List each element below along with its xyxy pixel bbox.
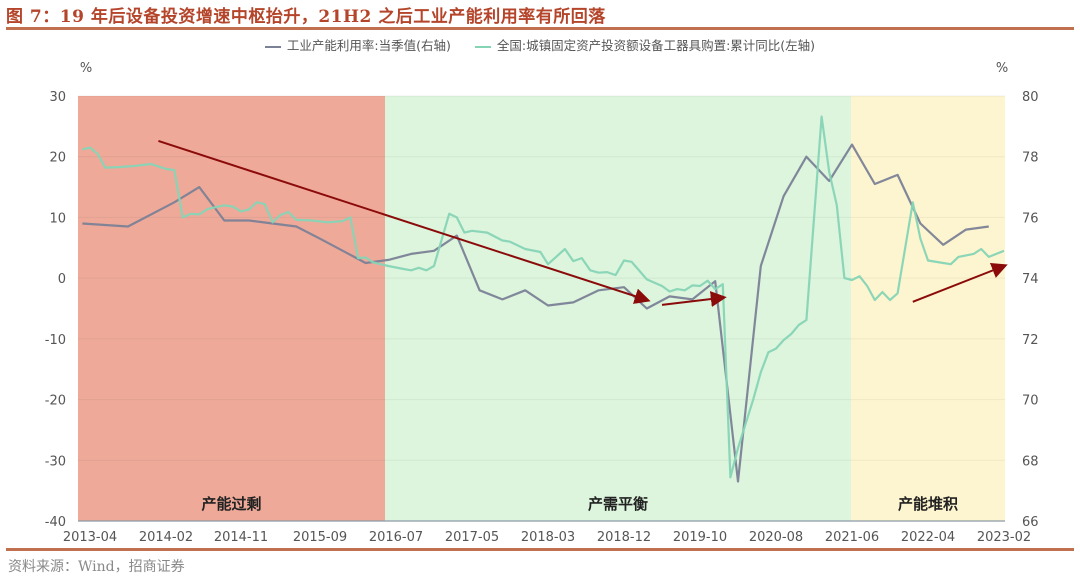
legend-label: 工业产能利用率:当季值(右轴) xyxy=(286,38,451,53)
regime-regions: 产能过剩 产需平衡 产能堆积 xyxy=(78,96,1005,521)
footer-divider xyxy=(6,548,1074,551)
left-axis-tick: 10 xyxy=(49,211,66,226)
left-axis-unit: % xyxy=(80,61,92,76)
legend-swatch xyxy=(264,45,281,48)
region-label: 产能堆积 xyxy=(898,495,958,513)
x-axis-tick: 2022-04 xyxy=(901,530,955,545)
left-axis-tick: 30 xyxy=(49,90,66,105)
left-axis-tick: -20 xyxy=(45,394,66,409)
x-axis-tick: 2015-09 xyxy=(293,530,347,545)
left-axis-tick: -10 xyxy=(45,333,66,348)
line-chart: 产能过剩 产需平衡 产能堆积 30 20 10 0 -10 -20 -30 -40 80 78 76 74… xyxy=(45,61,1039,545)
region-balance xyxy=(385,96,851,521)
x-axis-tick: 2019-10 xyxy=(673,530,727,545)
x-axis-tick: 2020-08 xyxy=(749,530,803,545)
region-accumulation xyxy=(851,96,1005,521)
left-axis-tick: -40 xyxy=(45,515,66,530)
x-axis-tick: 2018-03 xyxy=(521,530,575,545)
chart-title: 图 7：19 年后设备投资增速中枢抬升，21H2 之后工业产能利用率有所回落 xyxy=(6,7,606,27)
right-axis-tick: 78 xyxy=(1022,151,1039,166)
trend-arrows xyxy=(158,139,1008,307)
left-axis-tick: 0 xyxy=(58,272,66,287)
left-axis-tick: 20 xyxy=(49,151,66,166)
trend-arrow-3 xyxy=(912,262,1008,303)
trend-arrow-2 xyxy=(661,291,727,307)
title-divider xyxy=(6,27,1074,30)
region-label: 产需平衡 xyxy=(588,495,648,513)
right-axis-tick: 72 xyxy=(1022,333,1039,348)
x-axis-tick: 2023-02 xyxy=(977,530,1031,545)
x-axis-tick: 2014-11 xyxy=(214,530,268,545)
axes: 30 20 10 0 -10 -20 -30 -40 80 78 76 74 72 70 68 66% % 201… xyxy=(45,61,1039,545)
trend-arrow-1 xyxy=(158,139,651,304)
right-axis-tick: 80 xyxy=(1022,90,1039,105)
region-label: 产能过剩 xyxy=(201,495,261,513)
x-axis-tick: 2018-12 xyxy=(597,530,651,545)
right-axis-tick: 68 xyxy=(1022,454,1039,469)
grid xyxy=(78,95,1005,461)
legend-swatch xyxy=(474,45,491,48)
x-axis-tick: 2013-04 xyxy=(63,530,117,545)
series-lines xyxy=(82,115,1005,483)
right-axis-unit: % xyxy=(996,61,1008,76)
legend: 工业产能利用率:当季值(右轴) 全国:城镇固定资产投资额设备工器具购置:累计同比… xyxy=(0,35,1080,54)
series-utilization-line xyxy=(82,143,989,483)
right-axis-tick: 70 xyxy=(1022,394,1039,409)
x-axis-tick: 2016-07 xyxy=(369,530,423,545)
left-axis-tick: -30 xyxy=(45,454,66,469)
legend-label: 全国:城镇固定资产投资额设备工器具购置:累计同比(左轴) xyxy=(496,38,816,53)
series-equipment-line xyxy=(82,115,1005,479)
right-axis-tick: 66 xyxy=(1022,515,1039,530)
x-axis-tick: 2014-02 xyxy=(139,530,193,545)
x-axis-tick: 2017-05 xyxy=(445,530,499,545)
legend-item-utilization: 工业产能利用率:当季值(右轴) xyxy=(264,35,451,54)
source-note: 资料来源：Wind，招商证券 xyxy=(8,559,185,575)
region-overcapacity xyxy=(78,96,385,521)
legend-item-equipment: 全国:城镇固定资产投资额设备工器具购置:累计同比(左轴) xyxy=(474,35,816,54)
right-axis-tick: 76 xyxy=(1022,211,1039,226)
x-axis-tick: 2021-06 xyxy=(825,530,879,545)
right-axis-tick: 74 xyxy=(1022,272,1039,287)
